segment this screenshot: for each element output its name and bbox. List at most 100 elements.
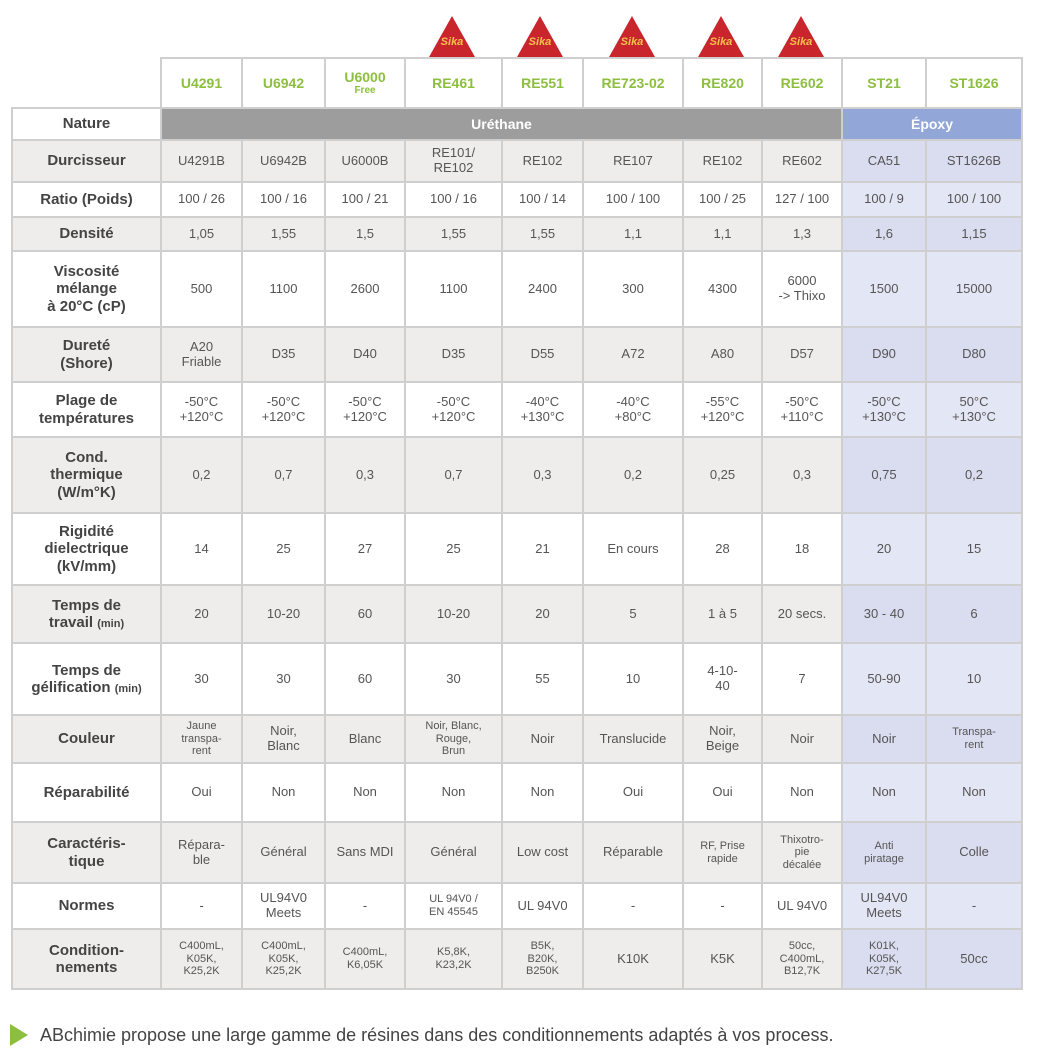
table-cell: 1,6 bbox=[841, 216, 927, 252]
table-cell: 30 bbox=[160, 642, 243, 716]
table-cell: 55 bbox=[501, 642, 584, 716]
sika-logo: Sika bbox=[609, 16, 655, 57]
table-cell: A20 Friable bbox=[160, 326, 243, 383]
product-header: RE551 bbox=[501, 57, 584, 109]
table-cell: 0,3 bbox=[761, 436, 843, 514]
row-label-text: Plage de températures bbox=[38, 392, 135, 427]
table-row: Rigidité dielectrique (kV/mm) 14 25 27 25 21 E… bbox=[11, 512, 1023, 586]
table-cell: 50cc bbox=[925, 928, 1023, 990]
product-header: U6000 Free bbox=[324, 57, 406, 109]
sika-logos: Sika Sika Sika Sika Sika bbox=[0, 16, 1037, 58]
sika-logo: Sika bbox=[517, 16, 563, 57]
table-cell: - bbox=[682, 882, 763, 930]
row-label-text: Dureté (Shore) bbox=[60, 337, 113, 372]
table-cell: Thixotro- pie décalée bbox=[761, 821, 843, 884]
table-cell: -55°C +120°C bbox=[682, 381, 763, 438]
table-cell: K01K, K05K, K27,5K bbox=[841, 928, 927, 990]
table-cell: 0,7 bbox=[404, 436, 503, 514]
table-cell: Non bbox=[925, 762, 1023, 823]
table-cell: -50°C +130°C bbox=[841, 381, 927, 438]
header-row: U4291 U6942 U6000 Free RE461 RE551 RE723-02 RE8… bbox=[12, 57, 1023, 109]
table-cell: Général bbox=[404, 821, 503, 884]
table-cell: A72 bbox=[582, 326, 684, 383]
table-cell: 30 bbox=[241, 642, 326, 716]
table-cell: 14 bbox=[160, 512, 243, 586]
sika-logo: Sika bbox=[698, 16, 744, 57]
table-cell: - bbox=[160, 882, 243, 930]
row-label-text: Durcisseur bbox=[47, 152, 126, 170]
table-cell: 100 / 16 bbox=[404, 181, 503, 218]
table-cell: 100 / 9 bbox=[841, 181, 927, 218]
row-label: Durcisseur bbox=[11, 139, 162, 183]
row-label-text: Normes bbox=[58, 897, 115, 915]
table-cell: 1,1 bbox=[582, 216, 684, 252]
table-row: Normes - UL94V0 Meets - UL 94V0 / EN 45545 UL… bbox=[11, 882, 1023, 930]
resin-comparison-table: U4291 U6942 U6000 Free RE461 RE551 RE723-02 RE8… bbox=[11, 57, 1023, 990]
table-cell: 30 bbox=[404, 642, 503, 716]
row-label: Nature bbox=[11, 107, 162, 141]
product-header: RE602 bbox=[761, 57, 843, 109]
row-unit: (min) bbox=[97, 618, 125, 630]
table-cell: 10-20 bbox=[241, 584, 326, 644]
table-cell: Oui bbox=[160, 762, 243, 823]
table-cell: Répara- ble bbox=[160, 821, 243, 884]
table-cell: - bbox=[925, 882, 1023, 930]
table-row: Cond. thermique (W/m°K) 0,2 0,7 0,3 0,7 0,3 0,… bbox=[11, 436, 1023, 514]
table-row: Condition- nements C400mL, K05K, K25,2K C4… bbox=[11, 928, 1023, 990]
product-header: U4291 bbox=[160, 57, 243, 109]
table-cell: RE101/ RE102 bbox=[404, 139, 503, 183]
row-label: Temps de gélification (min) bbox=[11, 642, 162, 716]
row-label: Caractéris- tique bbox=[11, 821, 162, 884]
table-cell: Transpa- rent bbox=[925, 714, 1023, 764]
sika-logo: Sika bbox=[778, 16, 824, 57]
product-name: ST21 bbox=[867, 74, 901, 91]
table-cell: 4-10- 40 bbox=[682, 642, 763, 716]
table-cell: 100 / 16 bbox=[241, 181, 326, 218]
nature-row: Nature Uréthane Époxy bbox=[11, 107, 1023, 141]
row-label: Rigidité dielectrique (kV/mm) bbox=[11, 512, 162, 586]
row-label-text: Caractéris- tique bbox=[47, 835, 126, 870]
table-cell: K5,8K, K23,2K bbox=[404, 928, 503, 990]
empty-corner bbox=[12, 58, 161, 108]
table-cell: 100 / 25 bbox=[682, 181, 763, 218]
table-cell: Sans MDI bbox=[324, 821, 406, 884]
row-label: Dureté (Shore) bbox=[11, 326, 162, 383]
table-cell: 25 bbox=[241, 512, 326, 586]
table-cell: 1100 bbox=[241, 250, 326, 328]
table-cell: 100 / 14 bbox=[501, 181, 584, 218]
table-cell: 50cc, C400mL, B12,7K bbox=[761, 928, 843, 990]
table-cell: 1,3 bbox=[761, 216, 843, 252]
product-header: RE820 bbox=[682, 57, 763, 109]
footer-text: ABchimie propose une large gamme de rési… bbox=[40, 1024, 834, 1045]
table-cell: 300 bbox=[582, 250, 684, 328]
row-label: Temps de travail (min) bbox=[11, 584, 162, 644]
table-cell: 6 bbox=[925, 584, 1023, 644]
product-name: RE820 bbox=[701, 74, 744, 91]
table-cell: U4291B bbox=[160, 139, 243, 183]
row-label-text: Condition- nements bbox=[49, 941, 124, 976]
table-cell: 18 bbox=[761, 512, 843, 586]
table-cell: 21 bbox=[501, 512, 584, 586]
table-cell: 0,3 bbox=[501, 436, 584, 514]
table-cell: 6000 -> Thixo bbox=[761, 250, 843, 328]
table-cell: Noir bbox=[841, 714, 927, 764]
table-row: Caractéris- tique Répara- ble Général Sans … bbox=[11, 821, 1023, 884]
table-cell: UL 94V0 bbox=[501, 882, 584, 930]
table-cell: 27 bbox=[324, 512, 406, 586]
table-cell: 20 bbox=[501, 584, 584, 644]
table-cell: 5 bbox=[582, 584, 684, 644]
table-cell: 20 bbox=[160, 584, 243, 644]
table-cell: 7 bbox=[761, 642, 843, 716]
row-label: Condition- nements bbox=[11, 928, 162, 990]
table-cell: Non bbox=[404, 762, 503, 823]
table-cell: 15 bbox=[925, 512, 1023, 586]
table-cell: 1,55 bbox=[404, 216, 503, 252]
table-cell: 2600 bbox=[324, 250, 406, 328]
table-cell: -50°C +120°C bbox=[404, 381, 503, 438]
table-cell: Blanc bbox=[324, 714, 406, 764]
row-label-text: Densité bbox=[59, 225, 114, 243]
table-cell: -50°C +110°C bbox=[761, 381, 843, 438]
table-cell: 500 bbox=[160, 250, 243, 328]
table-cell: Low cost bbox=[501, 821, 584, 884]
product-name: RE551 bbox=[521, 74, 564, 91]
